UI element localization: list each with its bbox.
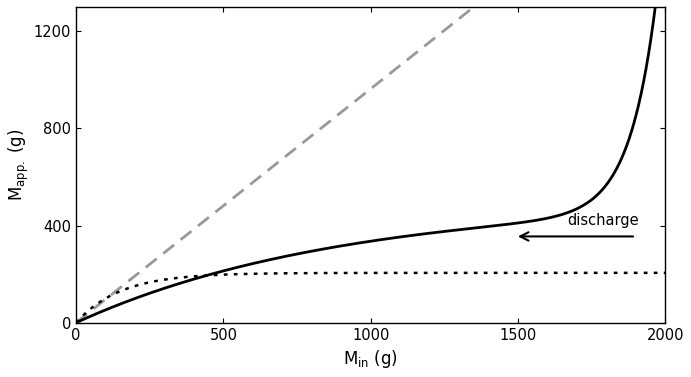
Text: discharge: discharge: [567, 213, 638, 228]
Y-axis label: M$_\mathregular{app.}$ (g): M$_\mathregular{app.}$ (g): [7, 129, 31, 201]
X-axis label: M$_\mathregular{in}$ (g): M$_\mathregular{in}$ (g): [343, 348, 398, 370]
